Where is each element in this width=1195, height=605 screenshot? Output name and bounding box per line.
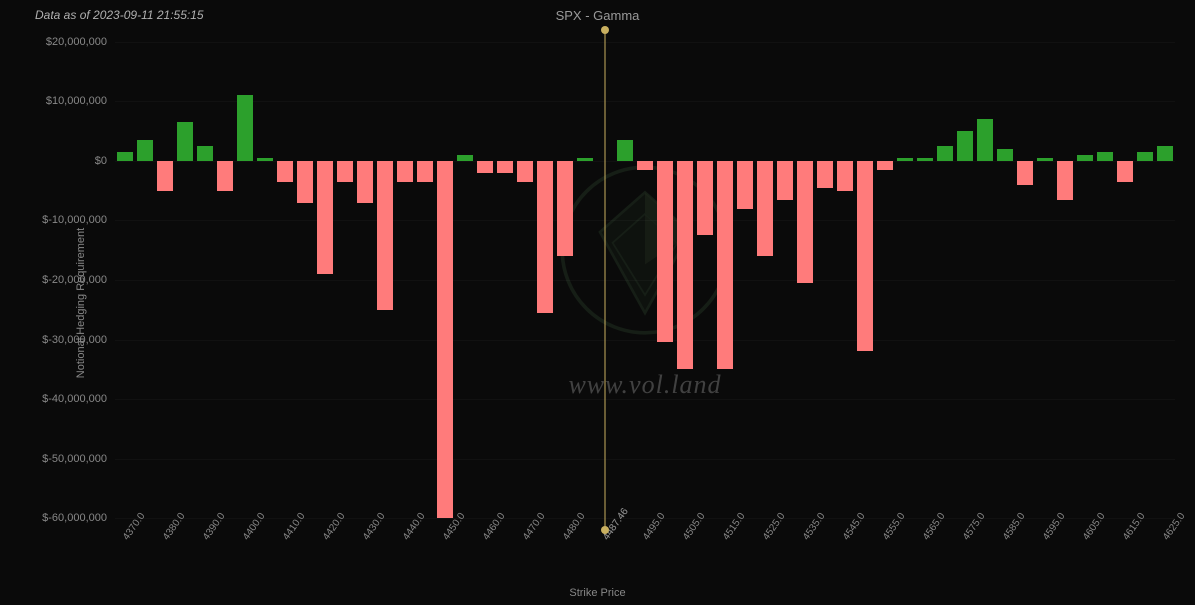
current-price-line: [605, 30, 606, 530]
bar: [857, 161, 873, 351]
bar: [237, 95, 253, 160]
bar: [1037, 158, 1053, 161]
bar: [417, 161, 433, 182]
bar: [297, 161, 313, 203]
bar: [137, 140, 153, 161]
bar: [317, 161, 333, 274]
bar: [1097, 152, 1113, 161]
marker-dot-icon: [601, 26, 609, 34]
bar: [637, 161, 653, 170]
bar: [1017, 161, 1033, 185]
bar: [457, 155, 473, 161]
bar: [197, 146, 213, 161]
bar: [677, 161, 693, 369]
bar: [1057, 161, 1073, 200]
chart-plot-area: www.vol.land $20,000,000$10,000,000$0$-1…: [115, 30, 1175, 530]
bar: [517, 161, 533, 182]
bar: [777, 161, 793, 200]
y-axis-label: Notional Hedging Requirement: [75, 227, 87, 377]
y-tick-label: $10,000,000: [46, 95, 115, 107]
bar: [477, 161, 493, 173]
bar: [177, 122, 193, 161]
marker-dot-icon: [601, 526, 609, 534]
bar: [257, 158, 273, 161]
y-tick-label: $-40,000,000: [42, 393, 115, 405]
y-tick-label: $-20,000,000: [42, 274, 115, 286]
bar: [577, 158, 593, 161]
bar: [497, 161, 513, 173]
chart-title: SPX - Gamma: [0, 8, 1195, 23]
bar: [917, 158, 933, 161]
bar: [117, 152, 133, 161]
bar: [757, 161, 773, 256]
bar: [1157, 146, 1173, 161]
bar: [557, 161, 573, 256]
bar: [157, 161, 173, 191]
bar: [1117, 161, 1133, 182]
bar: [997, 149, 1013, 161]
bar: [817, 161, 833, 188]
bar: [397, 161, 413, 182]
bar: [837, 161, 853, 191]
bar: [977, 119, 993, 161]
bar: [437, 161, 453, 518]
bar: [797, 161, 813, 283]
y-tick-label: $0: [95, 155, 115, 167]
bars-container: [115, 30, 1175, 530]
bar: [1137, 152, 1153, 161]
bar: [937, 146, 953, 161]
bar: [697, 161, 713, 235]
y-tick-label: $-50,000,000: [42, 453, 115, 465]
bar: [337, 161, 353, 182]
y-tick-label: $-30,000,000: [42, 334, 115, 346]
bar: [957, 131, 973, 161]
x-axis-label: Strike Price: [0, 587, 1195, 599]
bar: [537, 161, 553, 313]
bar: [377, 161, 393, 310]
bar: [717, 161, 733, 369]
bar: [897, 158, 913, 161]
bar: [277, 161, 293, 182]
bar: [737, 161, 753, 209]
y-tick-label: $-60,000,000: [42, 512, 115, 524]
bar: [357, 161, 373, 203]
bar: [877, 161, 893, 170]
y-tick-label: $-10,000,000: [42, 214, 115, 226]
y-tick-label: $20,000,000: [46, 36, 115, 48]
bar: [657, 161, 673, 343]
bar: [617, 140, 633, 161]
bar: [217, 161, 233, 191]
bar: [1077, 155, 1093, 161]
